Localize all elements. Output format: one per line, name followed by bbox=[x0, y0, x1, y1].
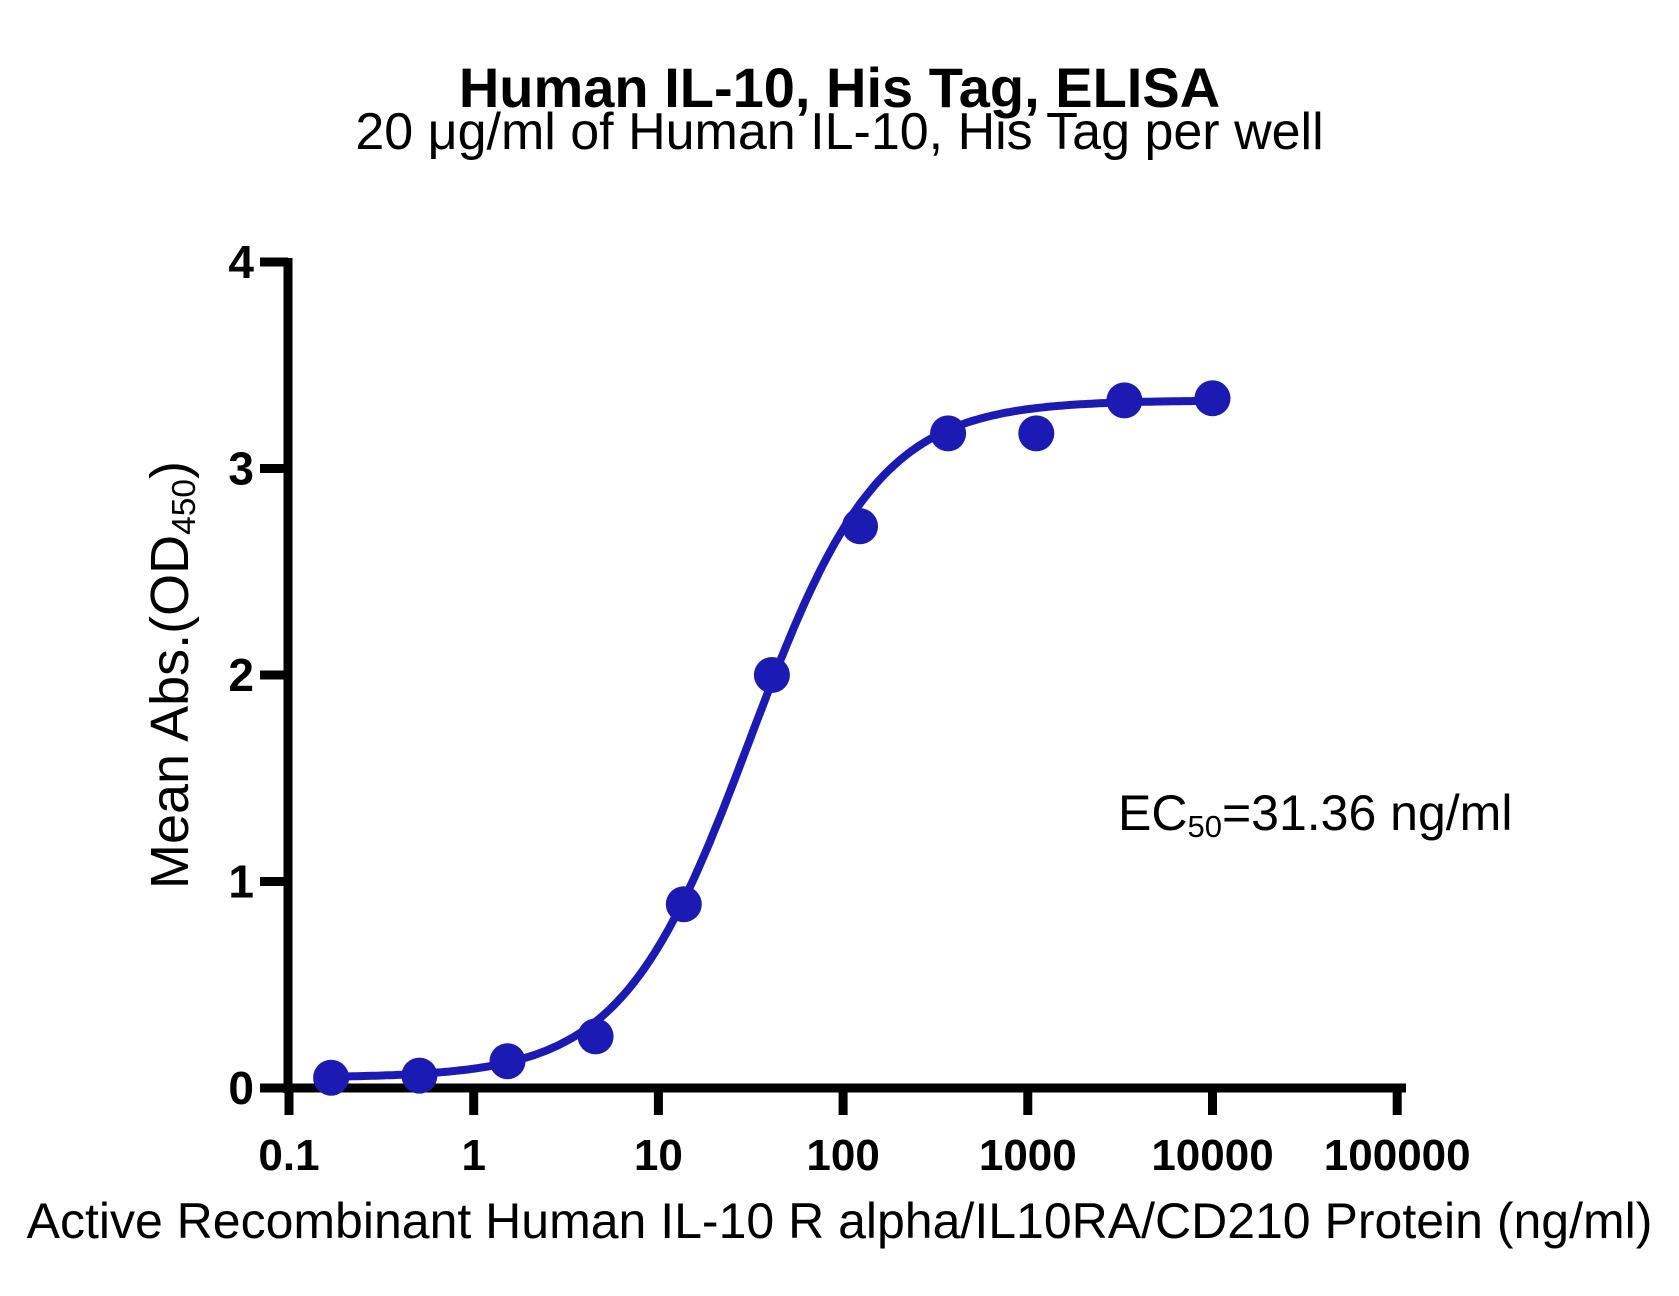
data-point-marker bbox=[1018, 415, 1055, 452]
data-point-marker bbox=[401, 1057, 438, 1094]
data-point-marker bbox=[313, 1059, 350, 1096]
x-tick-label: 100000 bbox=[1324, 1131, 1471, 1180]
x-tick-label: 0.1 bbox=[258, 1131, 319, 1180]
x-axis-label: Active Recombinant Human IL-10 R alpha/I… bbox=[26, 1193, 1653, 1249]
x-tick-label: 10000 bbox=[1151, 1131, 1273, 1180]
data-point-marker bbox=[665, 886, 702, 923]
x-tick-label: 1 bbox=[461, 1131, 485, 1180]
ec50-annotation-value: =31.36 ng/ml bbox=[1221, 785, 1513, 841]
ec50-annotation-subscript: 50 bbox=[1187, 808, 1222, 844]
x-tick-label: 100 bbox=[806, 1131, 879, 1180]
x-tick-label: 10 bbox=[634, 1131, 683, 1180]
ec50-annotation-prefix: EC bbox=[1118, 785, 1188, 841]
y-tick-label: 3 bbox=[228, 443, 254, 495]
data-point-marker bbox=[1106, 382, 1143, 419]
y-axis-label: Mean Abs.(OD450) bbox=[140, 461, 203, 889]
data-point-marker bbox=[1194, 380, 1231, 417]
chart-title: Human IL-10, His Tag, ELISA bbox=[458, 56, 1221, 119]
y-tick-label: 0 bbox=[228, 1062, 254, 1114]
data-point-marker bbox=[577, 1018, 614, 1055]
data-point-marker bbox=[489, 1043, 526, 1080]
data-point-marker bbox=[930, 415, 967, 452]
data-point-marker bbox=[753, 657, 790, 693]
y-axis-label-suffix: ) bbox=[140, 461, 200, 479]
fit-curve bbox=[327, 396, 1217, 1081]
ec50-annotation: EC50=31.36 ng/ml bbox=[1118, 785, 1513, 842]
y-axis-label-text: Mean Abs.(OD bbox=[140, 534, 200, 889]
y-axis-label-subscript: 450 bbox=[166, 479, 204, 535]
data-point-marker bbox=[842, 508, 878, 545]
y-tick-label: 1 bbox=[228, 856, 254, 908]
y-tick-label: 2 bbox=[228, 649, 254, 701]
y-tick-label: 4 bbox=[228, 236, 254, 288]
chart-subtitle: 20 μg/ml of Human IL-10, His Tag per wel… bbox=[355, 103, 1324, 161]
x-tick-label: 1000 bbox=[979, 1131, 1077, 1180]
